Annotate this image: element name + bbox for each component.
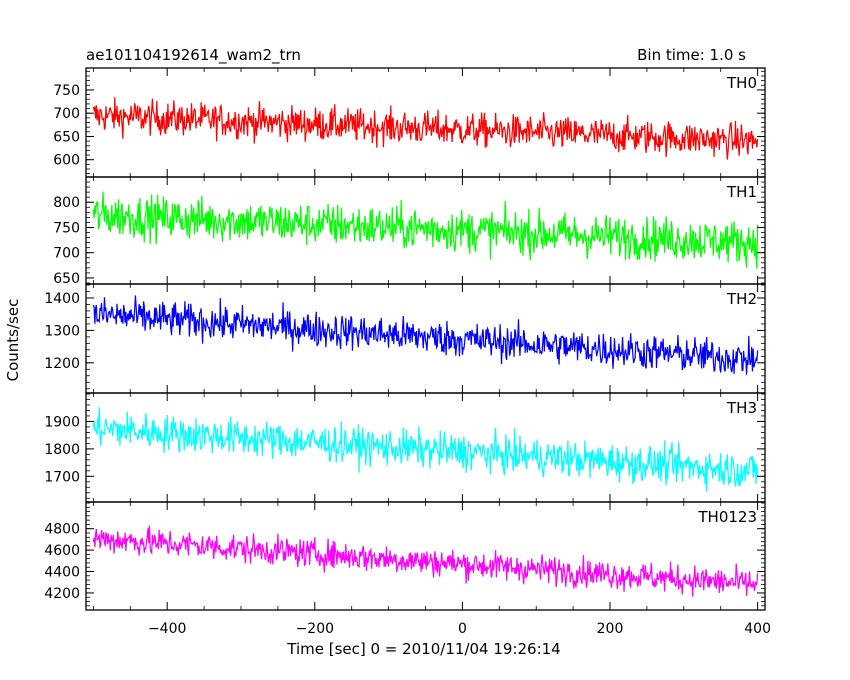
panel-label: TH3 [726, 399, 757, 417]
series-line-th0123 [92, 525, 759, 597]
y-tick-label: 650 [53, 271, 80, 287]
y-tick-label: 1900 [44, 414, 80, 430]
panels: TH0 600 650 700 750 TH1 650 700 750 800 TH2 1200 130… [44, 67, 771, 637]
panel-th3: TH3 1700 1800 1900 [44, 392, 766, 503]
y-tick-label: 4200 [44, 586, 80, 602]
y-tick-label: 750 [53, 220, 80, 236]
y-tick-label: 1700 [44, 469, 80, 485]
x-tick-label: 400 [744, 621, 771, 637]
y-tick-label: 4400 [44, 565, 80, 581]
y-tick-label: 1200 [44, 356, 80, 372]
x-tick-label: 200 [597, 621, 624, 637]
panel-th2: TH2 1200 1300 1400 [44, 283, 766, 394]
y-tick-label: 750 [53, 83, 80, 99]
x-tick-label: 0 [458, 621, 467, 637]
series-line-th1 [92, 191, 759, 269]
y-tick-label: 700 [53, 246, 80, 262]
panel-label: TH0 [726, 74, 757, 92]
x-tick-label: −400 [148, 621, 186, 637]
series-line-th2 [92, 295, 759, 375]
y-tick-label: 1300 [44, 323, 80, 339]
chart-title-right: Bin time: 1.0 s [637, 46, 746, 64]
panel-th0: TH0 600 650 700 750 [53, 67, 766, 178]
x-tick-label: −200 [296, 621, 334, 637]
panel-th1: TH1 650 700 750 800 [53, 176, 766, 287]
panel-th0123: TH0123 4200 4400 4600 4800 [44, 501, 766, 611]
y-axis-label: Counts/sec [4, 299, 22, 382]
y-tick-label: 800 [53, 195, 80, 211]
y-tick-label: 1800 [44, 442, 80, 458]
y-tick-label: 700 [53, 106, 80, 122]
panel-label: TH0123 [697, 508, 757, 526]
y-tick-label: 4600 [44, 543, 80, 559]
panel-label: TH1 [726, 183, 757, 201]
y-tick-label: 4800 [44, 522, 80, 538]
y-tick-label: 600 [53, 153, 80, 169]
y-tick-label: 1400 [44, 291, 80, 307]
series-line-th3 [92, 407, 759, 492]
panel-label: TH2 [726, 290, 757, 308]
y-tick-label: 650 [53, 129, 80, 145]
series-line-th0 [92, 97, 759, 160]
chart-title-left: ae101104192614_wam2_trn [86, 46, 301, 65]
x-axis-label: Time [sec] 0 = 2010/11/04 19:26:14 [286, 640, 560, 658]
